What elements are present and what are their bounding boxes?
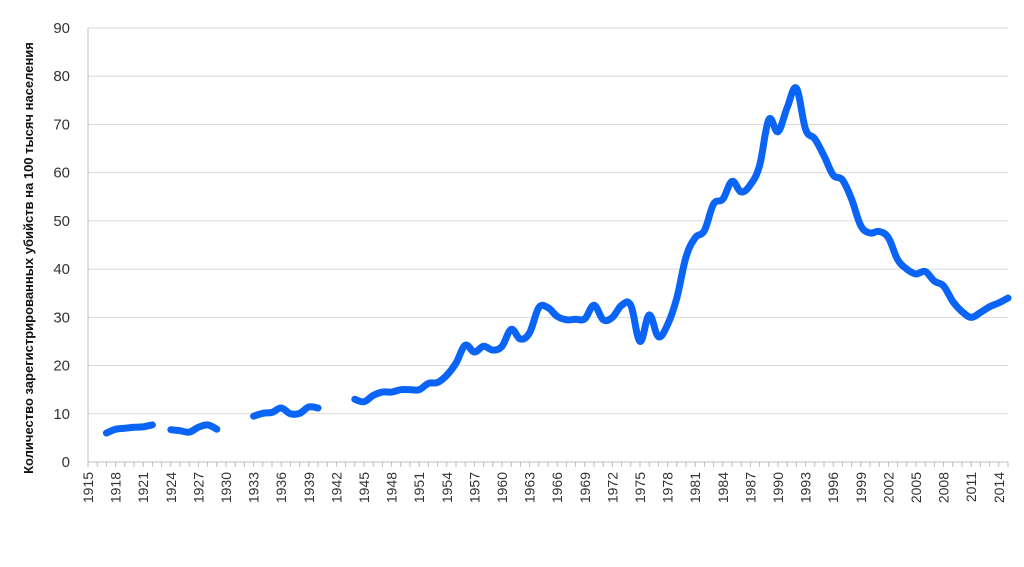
gridlines xyxy=(88,27,1008,415)
y-tick-label: 90 xyxy=(53,20,70,37)
x-tick-label: 2014 xyxy=(991,472,1007,503)
axes xyxy=(87,28,1009,467)
x-tick-label: 2011 xyxy=(963,472,979,502)
x-tick-label: 1921 xyxy=(135,472,151,503)
y-tick-label: 50 xyxy=(53,213,70,230)
x-tick-label: 1978 xyxy=(660,472,676,503)
x-tick-label: 1954 xyxy=(439,472,455,503)
y-tick-label: 0 xyxy=(62,454,70,471)
x-tick-label: 2005 xyxy=(908,472,924,503)
x-tick-label: 1924 xyxy=(163,472,179,503)
y-tick-label: 20 xyxy=(53,358,70,375)
y-tick-label: 10 xyxy=(53,406,70,423)
y-tick-label: 60 xyxy=(53,165,70,182)
x-tick-label: 1990 xyxy=(770,472,786,503)
x-tick-label: 2008 xyxy=(936,472,952,503)
y-axis-title: Количество зарегистрированных убийств на… xyxy=(21,42,36,474)
y-tick-labels: 0 10 20 30 40 50 60 70 80 90 xyxy=(53,20,70,471)
x-tick-label: 1984 xyxy=(715,472,731,503)
x-tick-label: 1930 xyxy=(218,472,234,503)
x-tick-label: 1951 xyxy=(411,472,427,503)
x-tick-label: 1960 xyxy=(494,472,510,503)
y-tick-label: 30 xyxy=(53,309,70,326)
x-tick-label: 1942 xyxy=(328,472,344,503)
x-tick-label: 1963 xyxy=(522,472,538,503)
x-tick-label: 1933 xyxy=(246,472,262,503)
x-tick-label: 1945 xyxy=(356,472,372,503)
x-tick-label: 1996 xyxy=(825,472,841,503)
y-tick-label: 80 xyxy=(53,68,70,85)
series-line-segment-3 xyxy=(250,403,322,420)
series-lines xyxy=(102,84,1012,437)
x-tick-label: 1918 xyxy=(108,472,124,503)
x-tick-label: 1939 xyxy=(301,472,317,503)
x-tick-label: 1966 xyxy=(549,472,565,503)
x-tick-label: 1915 xyxy=(80,472,96,503)
x-tick-label: 1975 xyxy=(632,472,648,503)
x-tick-label: 1987 xyxy=(742,472,758,503)
x-tick-label: 1969 xyxy=(577,472,593,503)
y-tick-label: 40 xyxy=(53,261,70,278)
x-tick-label: 1927 xyxy=(190,472,206,503)
series-line-segment-1 xyxy=(102,421,156,437)
x-tick-label: 1981 xyxy=(687,472,703,503)
x-tick-label: 1993 xyxy=(798,472,814,503)
x-tick-labels: 1915 1918 1921 1924 1927 1930 1933 1936 1939 1942… xyxy=(80,472,1007,503)
x-tick-label: 1972 xyxy=(604,472,620,503)
y-tick-label: 70 xyxy=(53,116,70,133)
series-line-segment-2 xyxy=(167,421,221,436)
x-tick-label: 1999 xyxy=(853,472,869,503)
series-line-segment-4 xyxy=(351,84,1012,406)
x-tick-label: 1936 xyxy=(273,472,289,503)
x-tick-label: 1957 xyxy=(466,472,482,503)
x-tick-label: 2002 xyxy=(880,472,896,503)
x-tick-label: 1948 xyxy=(384,472,400,503)
